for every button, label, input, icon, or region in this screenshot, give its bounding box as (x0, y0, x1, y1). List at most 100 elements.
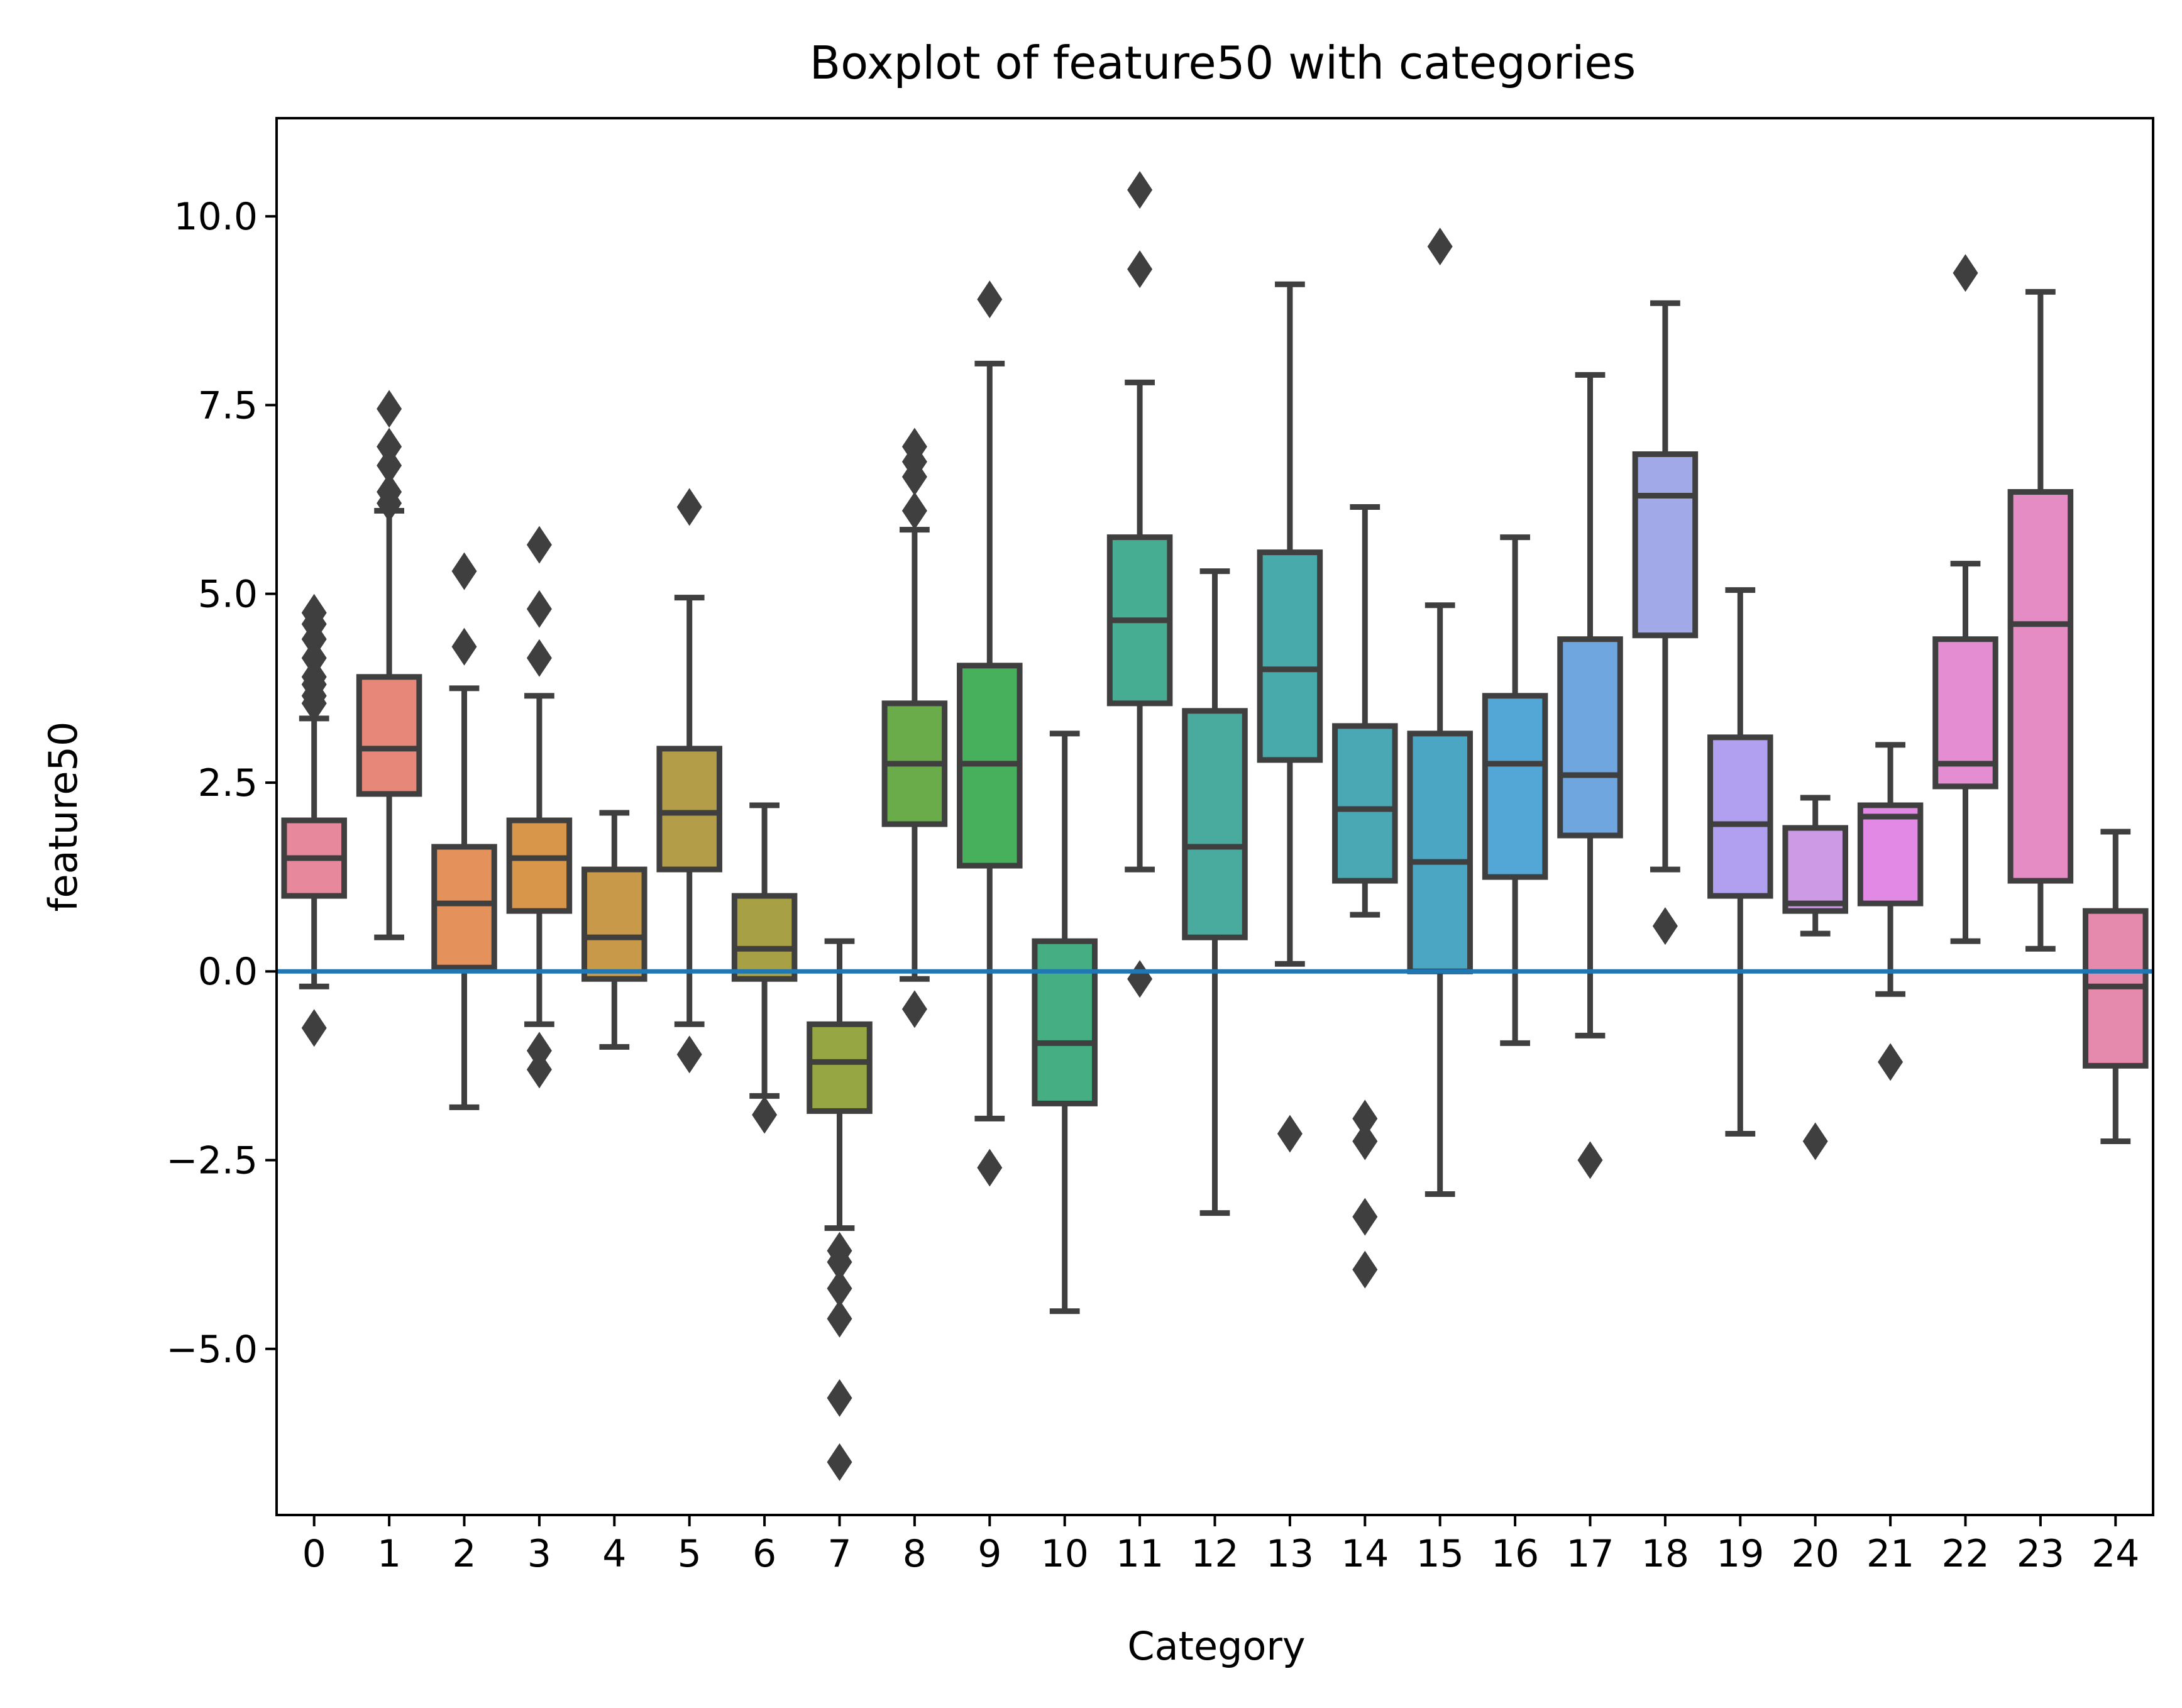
outlier-point (377, 446, 402, 485)
x-tick-label: 20 (1792, 1532, 1839, 1576)
outlier-point (1352, 1122, 1378, 1160)
outlier-point (1352, 1198, 1378, 1236)
outlier-point (1577, 1141, 1603, 1179)
box-category-14 (1332, 504, 1398, 1289)
box-category-12 (1182, 568, 1248, 1216)
box-category-0 (281, 593, 347, 1047)
y-tick-label: 7.5 (198, 383, 258, 427)
x-tick-label: 15 (1416, 1532, 1464, 1576)
box-category-9 (957, 280, 1023, 1187)
outlier-point (827, 1379, 852, 1417)
outlier-point (526, 1032, 552, 1070)
outlier-point (827, 1243, 852, 1281)
box-category-20 (1782, 795, 1848, 1160)
x-tick-label: 23 (2017, 1532, 2064, 1576)
x-tick-label: 0 (302, 1532, 326, 1576)
box-category-23 (2007, 289, 2074, 952)
outlier-point (901, 492, 927, 530)
iqr-box (581, 866, 647, 982)
iqr-box (356, 674, 422, 797)
box-category-3 (506, 526, 573, 1089)
outlier-point (526, 526, 552, 564)
iqr-box (1482, 693, 1548, 880)
outlier-point (301, 658, 327, 696)
outlier-point (451, 552, 477, 590)
y-tick-label: −5.0 (166, 1328, 258, 1372)
box-category-5 (656, 488, 722, 1074)
iqr-box (2007, 489, 2074, 884)
x-tick-label: 14 (1341, 1532, 1389, 1576)
outlier-point (377, 427, 402, 466)
box-category-11 (1106, 171, 1173, 998)
chart-title: Boxplot of feature50 with categories (810, 36, 1636, 89)
iqr-box (731, 893, 798, 982)
x-tick-label: 22 (1941, 1532, 1989, 1576)
x-tick-label: 18 (1641, 1532, 1689, 1576)
iqr-box (1032, 938, 1098, 1106)
x-axis-label: Category (1127, 1623, 1305, 1669)
outlier-point (526, 639, 552, 677)
outlier-point (1352, 1250, 1378, 1289)
iqr-box (1257, 549, 1323, 763)
iqr-box (1707, 734, 1773, 899)
outlier-point (1652, 907, 1678, 945)
y-tick-label: 0.0 (198, 950, 258, 994)
box-category-10 (1032, 730, 1098, 1314)
iqr-box (1182, 708, 1248, 940)
x-tick-label: 11 (1116, 1532, 1164, 1576)
iqr-box (1782, 825, 1848, 914)
x-tick-label: 8 (903, 1532, 927, 1576)
iqr-box (1332, 723, 1398, 884)
plot-area (277, 171, 2153, 1481)
y-axis: 10.0 7.5 5.0 2.5 0.0 −2.5 −5.0 (166, 195, 277, 1372)
x-tick-label: 17 (1566, 1532, 1614, 1576)
x-tick-label: 4 (602, 1532, 626, 1576)
box-category-21 (1857, 742, 1924, 1081)
box-category-13 (1257, 281, 1323, 1153)
outlier-point (1127, 250, 1153, 289)
box-category-7 (807, 938, 873, 1481)
x-tick-label: 3 (527, 1532, 551, 1576)
x-tick-label: 2 (452, 1532, 476, 1576)
iqr-box (1407, 730, 1473, 974)
iqr-box (506, 817, 573, 914)
x-axis: 0 1 2 3 4 5 6 7 8 9 10 11 12 13 14 15 16 17 18 19 20 21 22 23 24 (302, 1515, 2139, 1576)
box-category-24 (2083, 829, 2149, 1144)
plot-frame (275, 117, 2154, 1516)
box-category-18 (1632, 300, 1699, 945)
outlier-point (827, 1269, 852, 1308)
box-category-4 (581, 810, 647, 1050)
outlier-point (977, 1149, 1003, 1187)
y-axis-label: feature50 (40, 722, 86, 912)
outlier-point (676, 488, 702, 526)
box-category-6 (731, 802, 798, 1134)
x-tick-label: 6 (752, 1532, 776, 1576)
outlier-point (1127, 960, 1153, 998)
y-tick-label: 5.0 (198, 573, 258, 617)
x-tick-label: 16 (1491, 1532, 1539, 1576)
outlier-point (676, 1035, 702, 1074)
box-category-2 (431, 552, 497, 1110)
iqr-box (656, 746, 722, 873)
outlier-point (901, 990, 927, 1028)
x-tick-label: 24 (2091, 1532, 2139, 1576)
x-tick-label: 12 (1191, 1532, 1238, 1576)
outlier-point (377, 473, 402, 511)
iqr-box (1857, 802, 1924, 906)
x-tick-label: 13 (1266, 1532, 1314, 1576)
outlier-point (301, 593, 327, 632)
y-tick-label: 2.5 (198, 761, 258, 805)
outlier-point (526, 590, 552, 628)
y-tick-label: 10.0 (174, 195, 258, 239)
outlier-point (301, 639, 327, 677)
outlier-point (1277, 1115, 1303, 1153)
x-tick-label: 21 (1866, 1532, 1914, 1576)
x-tick-label: 9 (978, 1532, 1001, 1576)
outlier-point (827, 1443, 852, 1481)
box-category-19 (1707, 587, 1773, 1137)
outlier-point (1427, 228, 1453, 266)
iqr-box (807, 1021, 873, 1114)
iqr-box (1557, 636, 1623, 839)
box-category-17 (1557, 372, 1623, 1179)
